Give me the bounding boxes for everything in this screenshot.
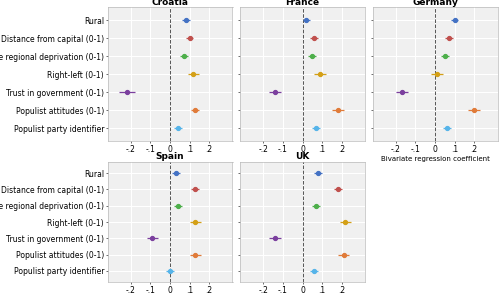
Title: Germany: Germany bbox=[412, 0, 458, 7]
Title: Croatia: Croatia bbox=[152, 0, 188, 7]
Title: Spain: Spain bbox=[156, 152, 184, 161]
Title: France: France bbox=[286, 0, 320, 7]
Title: UK: UK bbox=[296, 152, 310, 161]
X-axis label: Bivariate regression coefficient: Bivariate regression coefficient bbox=[380, 156, 490, 162]
